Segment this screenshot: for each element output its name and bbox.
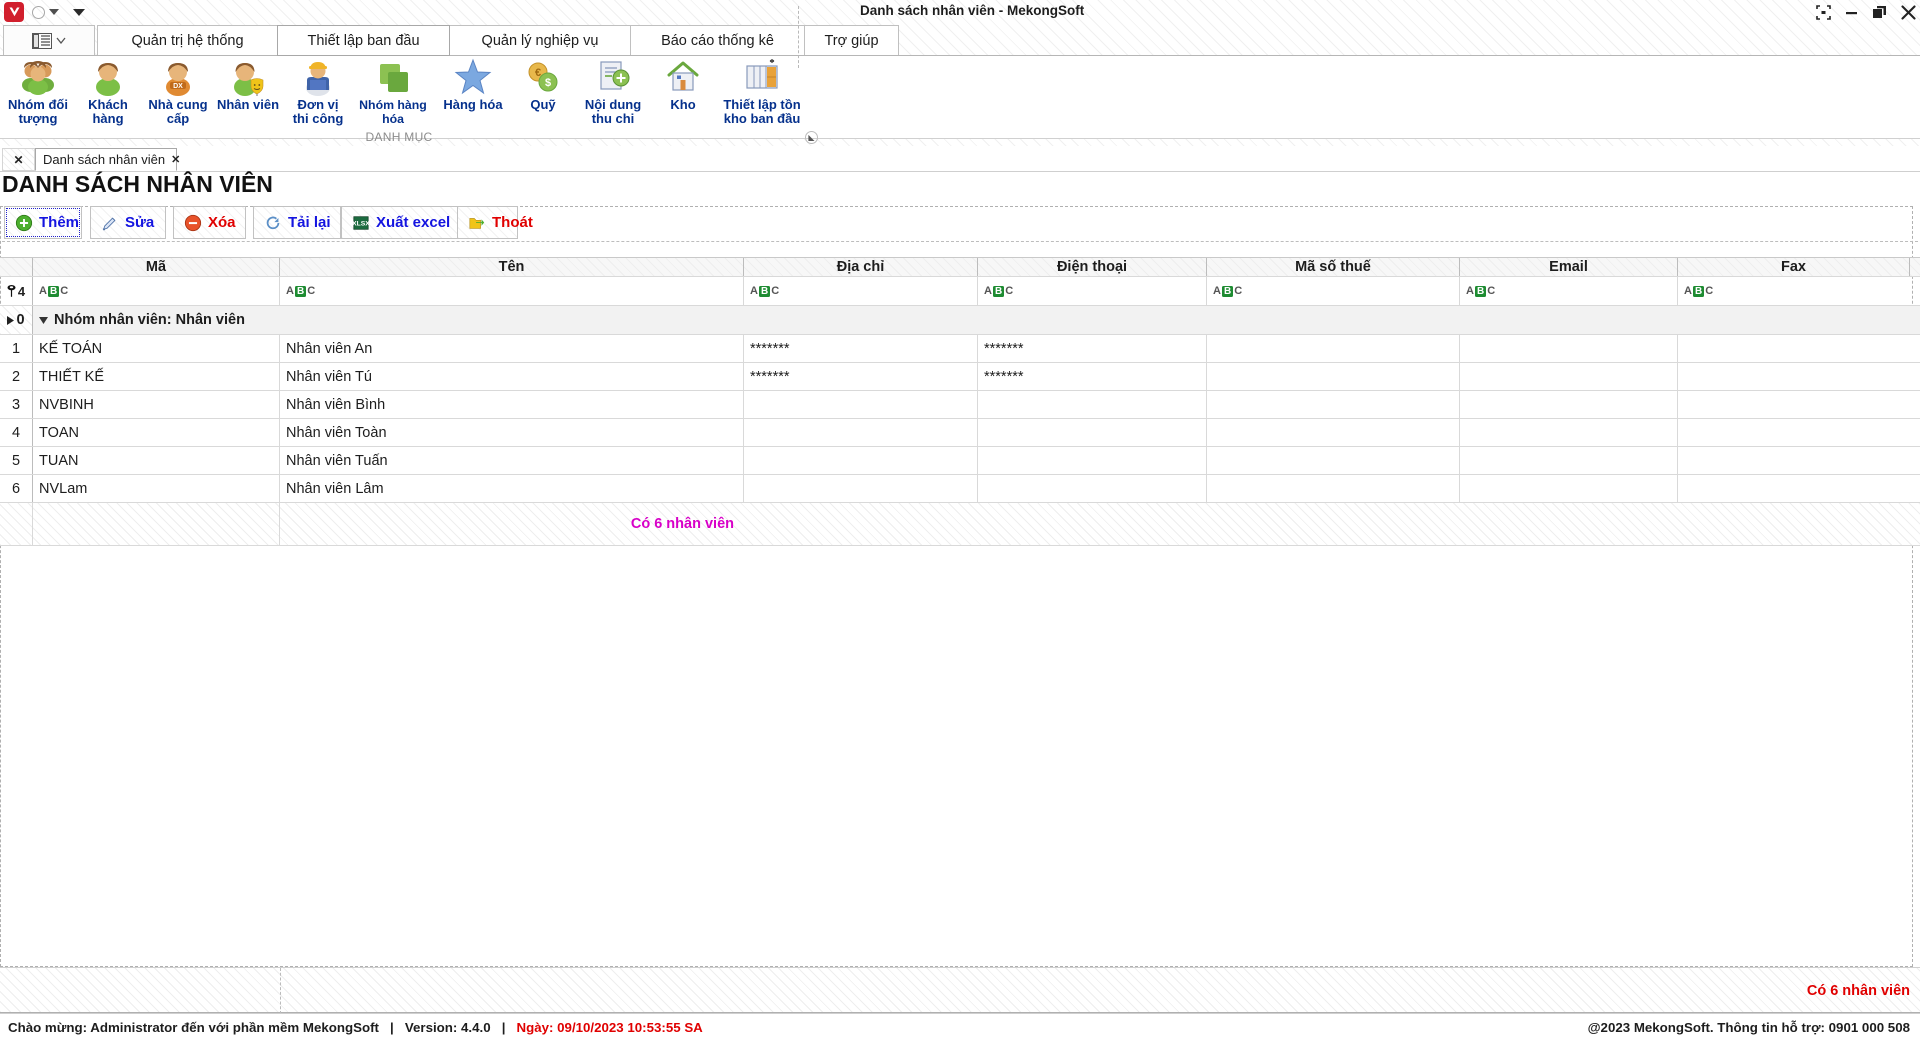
- svg-text:$: $: [545, 77, 551, 89]
- svg-text:DX: DX: [173, 83, 183, 90]
- svg-text:XLSX: XLSX: [352, 220, 370, 227]
